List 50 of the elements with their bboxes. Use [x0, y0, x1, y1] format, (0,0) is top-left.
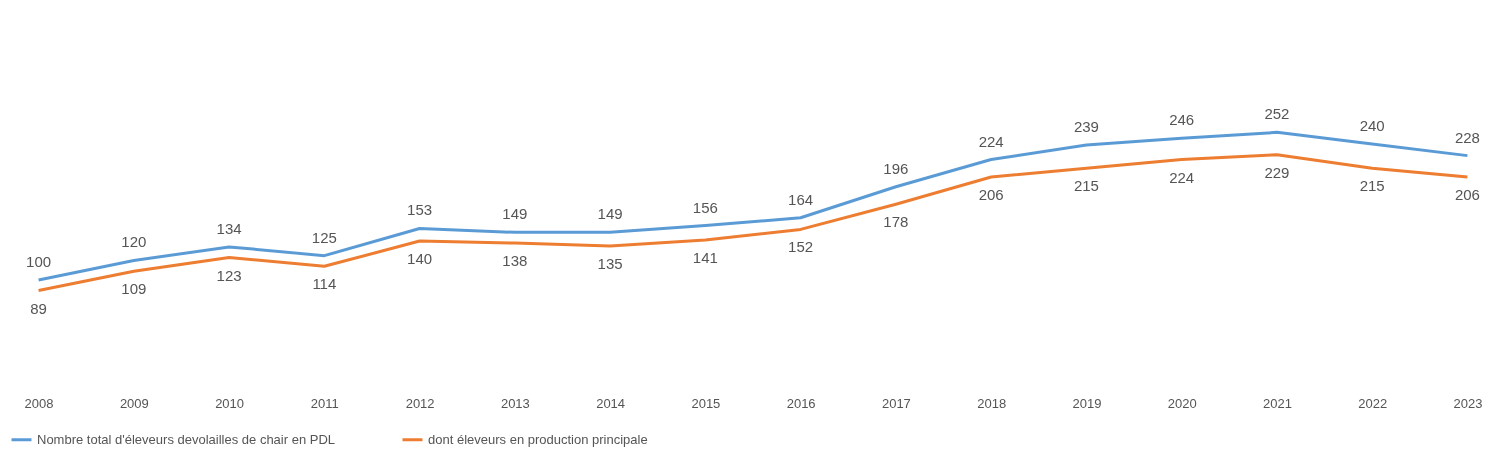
x-tick-label: 2015	[691, 395, 721, 411]
data-label: 123	[216, 266, 242, 284]
x-tick-label: 2021	[1262, 395, 1292, 411]
data-label: 215	[1359, 177, 1385, 195]
data-label: 109	[121, 280, 147, 298]
data-label: 246	[1169, 111, 1195, 129]
data-label: 100	[26, 252, 52, 270]
data-label: 120	[121, 233, 147, 251]
x-tick-label: 2022	[1358, 395, 1388, 411]
data-label: 141	[692, 249, 718, 267]
data-label: 140	[407, 250, 433, 268]
data-label: 206	[978, 185, 1004, 203]
x-tick-label: 2011	[310, 395, 339, 411]
data-label: 215	[1073, 177, 1099, 195]
data-label: 153	[407, 201, 433, 219]
data-label: 229	[1264, 163, 1290, 181]
x-tick-label: 2019	[1072, 395, 1102, 411]
data-label: 135	[597, 254, 623, 272]
data-label: 164	[788, 190, 814, 208]
x-tick-label: 2010	[215, 395, 245, 411]
data-label: 228	[1454, 128, 1480, 146]
x-tick-label: 2012	[405, 395, 435, 411]
data-label: 206	[1454, 185, 1480, 203]
data-label: 125	[311, 228, 337, 246]
data-label: 239	[1073, 117, 1099, 135]
data-label: 89	[30, 299, 47, 317]
x-tick-label: 2020	[1167, 395, 1197, 411]
x-tick-label: 2016	[786, 395, 816, 411]
data-label: 196	[883, 159, 909, 177]
data-label: 149	[502, 205, 528, 223]
data-label: 240	[1359, 116, 1385, 134]
data-label: 114	[312, 275, 337, 293]
legend-label: dont éleveurs en production principale	[428, 431, 648, 447]
data-label: 156	[692, 198, 718, 216]
x-tick-label: 2017	[881, 395, 911, 411]
legend-label: Nombre total d'éleveurs devolailles de chair en PDL	[37, 431, 336, 447]
x-tick-label: 2008	[24, 395, 54, 411]
x-tick-label: 2013	[500, 395, 530, 411]
x-tick-label: 2014	[596, 395, 626, 411]
data-label: 152	[788, 238, 814, 256]
x-tick-label: 2018	[977, 395, 1007, 411]
data-label: 178	[883, 213, 909, 231]
data-label: 224	[978, 132, 1004, 150]
x-tick-label: 2023	[1453, 395, 1483, 411]
x-tick-label: 2009	[119, 395, 149, 411]
data-label: 134	[216, 219, 242, 237]
data-label: 138	[502, 252, 528, 270]
data-label: 252	[1264, 105, 1290, 123]
data-label: 224	[1169, 168, 1195, 186]
data-label: 149	[597, 205, 623, 223]
